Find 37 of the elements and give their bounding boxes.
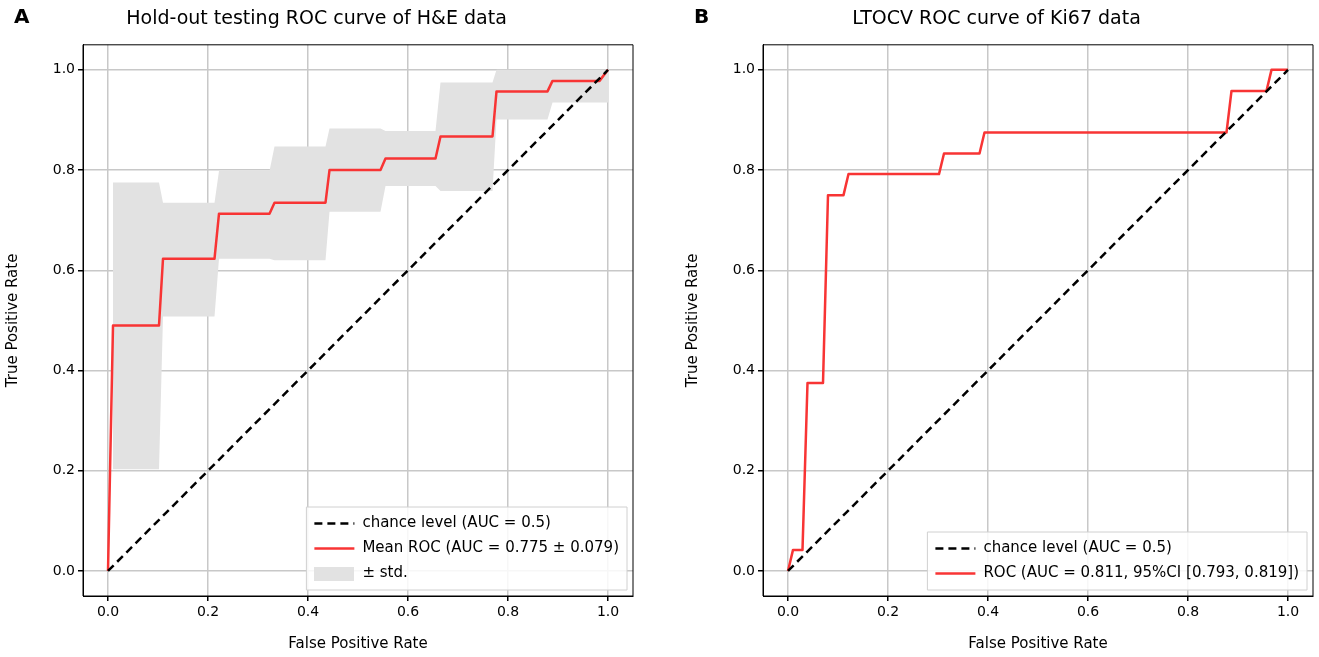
y-tick-label: 1.0 bbox=[52, 60, 75, 77]
y-axis-title: True Positive Rate bbox=[2, 253, 21, 389]
x-tick-label: 0.8 bbox=[1176, 603, 1200, 620]
x-tick-label: 0.0 bbox=[96, 603, 120, 620]
annotation: ± std. bbox=[362, 563, 408, 582]
x-tick-label: 0.0 bbox=[776, 603, 800, 620]
legend-label: Mean ROC (AUC = 0.775 ± 0.079) bbox=[362, 538, 620, 557]
y-tick-label: 0.2 bbox=[732, 461, 755, 478]
x-tick-label: 0.4 bbox=[296, 603, 320, 620]
x-tick-label: 0.6 bbox=[1076, 603, 1100, 620]
legend-label: chance level (AUC = 0.5) bbox=[983, 538, 1172, 557]
y-tick-label: 0.6 bbox=[732, 260, 756, 277]
x-tick-label: 0.6 bbox=[396, 603, 420, 620]
text: A bbox=[14, 4, 30, 29]
y-tick-label: 0.0 bbox=[52, 561, 75, 578]
x-tick-label: 0.8 bbox=[496, 603, 520, 620]
y-tick-label: 0.0 bbox=[732, 561, 755, 578]
chart-title: Hold-out testing ROC curve of H&E data bbox=[126, 6, 507, 29]
legend-label: ROC (AUC = 0.811, 95%CI [0.793, 0.819]) bbox=[983, 563, 1300, 582]
x-axis-title: False Positive Rate bbox=[968, 633, 1108, 652]
x-tick-label: 1.0 bbox=[1276, 603, 1300, 620]
x-tick-label: 0.4 bbox=[976, 603, 1000, 620]
x-tick-label: 0.2 bbox=[876, 603, 900, 620]
legend-label: chance level (AUC = 0.5) bbox=[362, 513, 551, 532]
text: B bbox=[694, 4, 710, 29]
x-tick-label: 1.0 bbox=[596, 603, 620, 620]
y-tick-label: 0.8 bbox=[732, 160, 755, 177]
chart-title: LTOCV ROC curve of Ki67 data bbox=[852, 6, 1141, 29]
x-axis-title: False Positive Rate bbox=[288, 633, 428, 652]
y-tick-label: 0.4 bbox=[732, 361, 756, 378]
y-tick-label: 0.4 bbox=[52, 361, 76, 378]
y-tick-label: 0.6 bbox=[52, 260, 76, 277]
y-tick-label: 1.0 bbox=[732, 60, 755, 77]
x-tick-label: 0.2 bbox=[196, 603, 220, 620]
y-tick-label: 0.2 bbox=[52, 461, 75, 478]
y-axis-title: True Positive Rate bbox=[682, 253, 701, 389]
y-tick-label: 0.8 bbox=[52, 160, 75, 177]
